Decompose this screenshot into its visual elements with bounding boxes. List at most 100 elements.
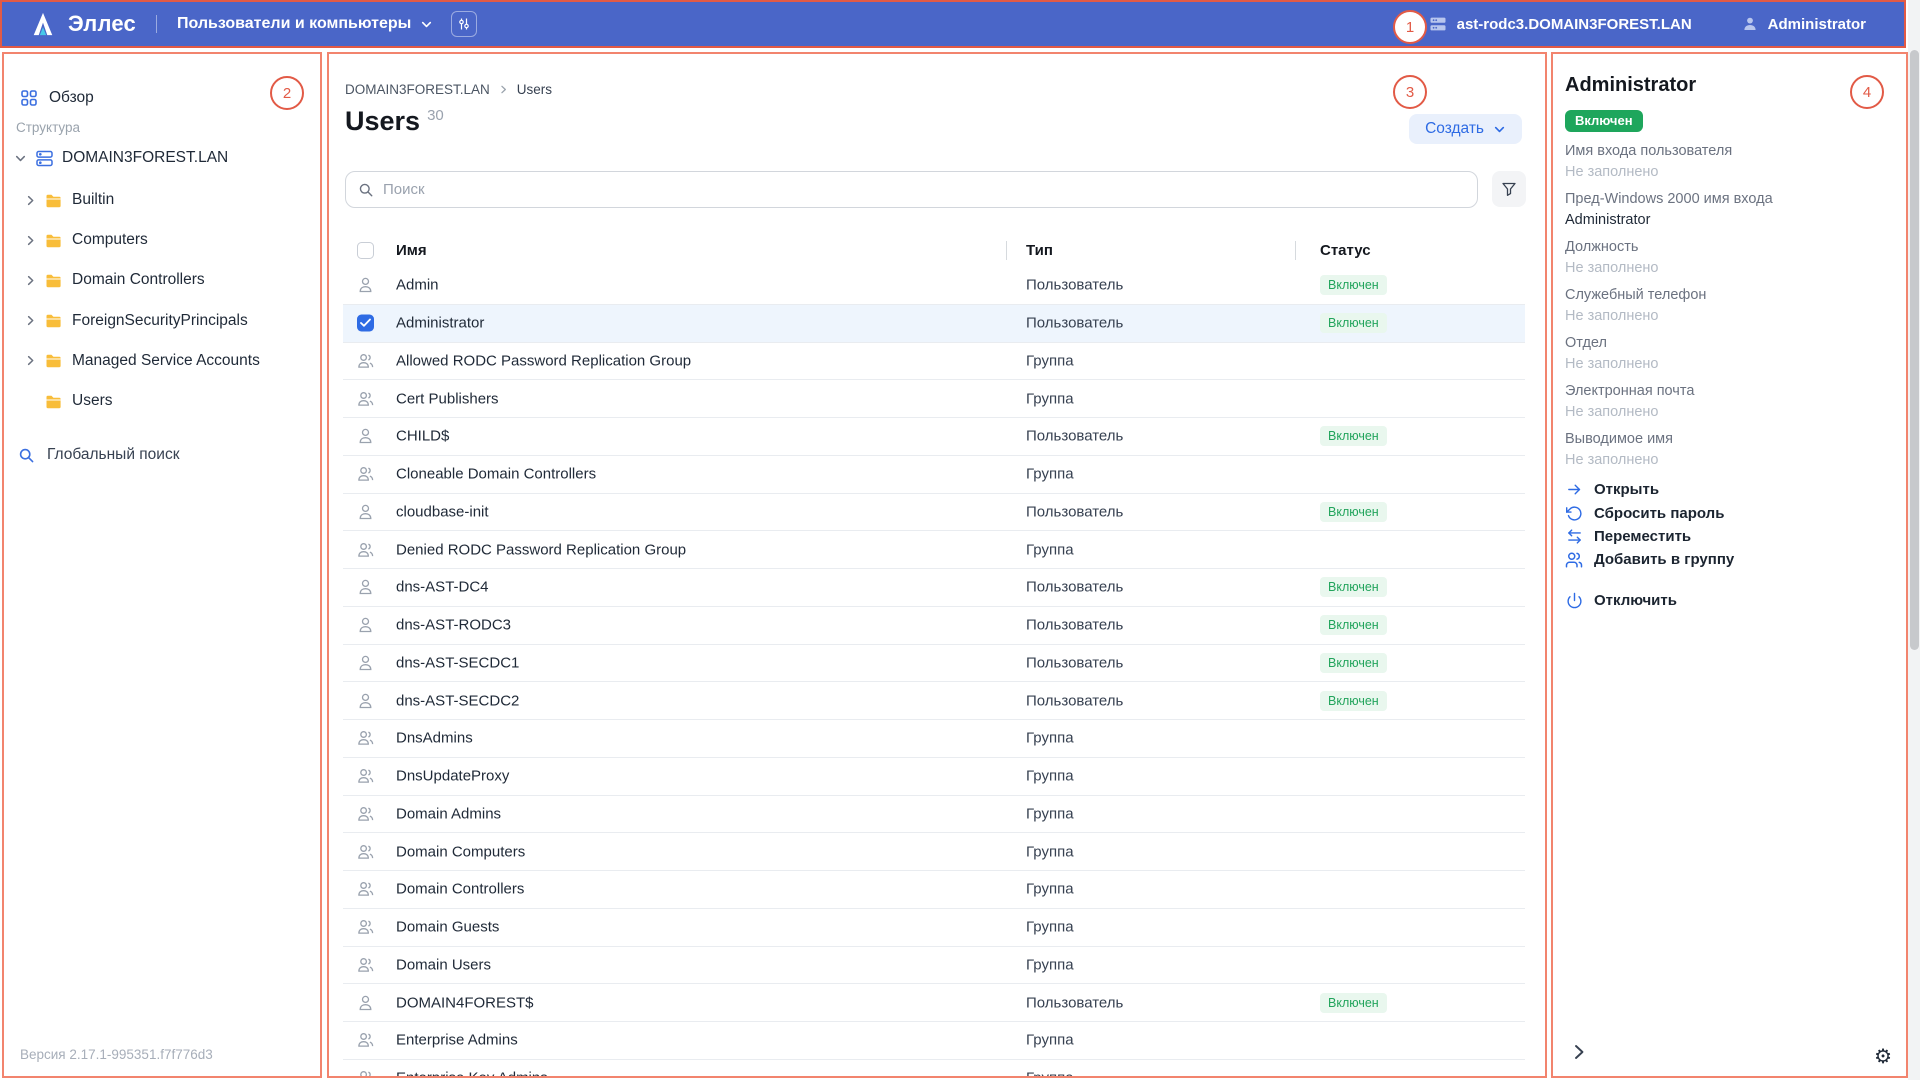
details-panel: Administrator Включен Имя входа пользова… xyxy=(1551,52,1908,1078)
panel-action[interactable]: Сбросить пароль xyxy=(1565,501,1894,524)
table-row[interactable]: Allowed RODC Password Replication Group … xyxy=(343,343,1525,381)
row-checkbox[interactable] xyxy=(357,314,374,332)
section-dropdown[interactable]: Пользователи и компьютеры xyxy=(177,15,433,33)
chevron-right-icon xyxy=(27,195,34,205)
main-content: DOMAIN3FOREST.LAN Users Users 30 Создать xyxy=(327,52,1547,1078)
panel-action[interactable]: Добавить в группу xyxy=(1565,548,1894,571)
detail-field: Электронная почта Не заполнено xyxy=(1565,382,1894,422)
server-selector[interactable]: ast-rodc3.DOMAIN3FOREST.LAN xyxy=(1429,15,1692,33)
chevron-right-icon xyxy=(27,316,34,326)
table-row[interactable]: Domain Users Группа xyxy=(343,947,1525,985)
table-row[interactable]: Domain Computers Группа xyxy=(343,833,1525,871)
group-icon xyxy=(358,957,374,972)
row-type: Группа xyxy=(1026,729,1074,747)
row-name: cloudbase-init xyxy=(396,503,489,521)
page-scrollbar[interactable] xyxy=(1908,0,1920,1080)
version-label: Версия 2.17.1-995351.f7f776d3 xyxy=(20,1047,213,1062)
tree-item-domain[interactable]: DOMAIN3FOREST.LAN xyxy=(14,142,228,174)
folder-icon xyxy=(46,274,61,288)
tree-item-label: Domain Controllers xyxy=(72,271,205,289)
grid-icon xyxy=(21,90,37,106)
detail-field: Отдел Не заполнено xyxy=(1565,334,1894,374)
row-type: Пользователь xyxy=(1026,314,1124,332)
row-name: DOMAIN4FOREST$ xyxy=(396,994,534,1012)
table-row[interactable]: Admin Пользователь Включен xyxy=(343,267,1525,305)
column-header-type: Тип xyxy=(1026,242,1053,259)
field-label: Отдел xyxy=(1565,335,1607,351)
panel-action[interactable]: Открыть xyxy=(1565,478,1894,501)
field-label: Выводимое имя xyxy=(1565,431,1673,447)
row-type: Пользователь xyxy=(1026,692,1124,710)
collapse-panel-button[interactable] xyxy=(1567,1040,1591,1064)
table-row[interactable]: Domain Controllers Группа xyxy=(343,871,1525,909)
field-label: Имя входа пользователя xyxy=(1565,143,1733,159)
table-row[interactable]: cloudbase-init Пользователь Включен xyxy=(343,494,1525,532)
tree-item-domain-controllers[interactable]: Domain Controllers xyxy=(4,260,320,300)
group-icon xyxy=(358,391,374,406)
disable-action[interactable]: Отключить xyxy=(1565,589,1894,612)
gear-icon[interactable]: ⚙ xyxy=(1874,1044,1892,1068)
user-menu[interactable]: Administrator xyxy=(1742,16,1866,33)
tree-domain-label: DOMAIN3FOREST.LAN xyxy=(62,149,229,166)
table-row[interactable]: dns-AST-DC4 Пользователь Включен xyxy=(343,569,1525,607)
table-row[interactable]: DOMAIN4FOREST$ Пользователь Включен xyxy=(343,984,1525,1022)
column-divider xyxy=(1006,241,1007,260)
table-row[interactable]: DnsUpdateProxy Группа xyxy=(343,758,1525,796)
scrollbar-thumb[interactable] xyxy=(1909,50,1919,650)
chevron-right-icon xyxy=(27,356,34,366)
breadcrumb-domain[interactable]: DOMAIN3FOREST.LAN xyxy=(345,82,490,97)
table-row[interactable]: Cloneable Domain Controllers Группа xyxy=(343,456,1525,494)
user-icon xyxy=(359,995,372,1010)
tree-item-builtin[interactable]: Builtin xyxy=(4,180,320,220)
create-button[interactable]: Создать xyxy=(1409,114,1522,144)
sidebar-item-overview[interactable]: Обзор xyxy=(14,82,100,114)
tree-item-label: Managed Service Accounts xyxy=(72,351,260,369)
row-name: Cert Publishers xyxy=(396,390,499,408)
row-status-badge: Включен xyxy=(1320,992,1387,1013)
tree-item-foreignsecurityprincipals[interactable]: ForeignSecurityPrincipals xyxy=(4,301,320,341)
table-row[interactable]: Denied RODC Password Replication Group Г… xyxy=(343,531,1525,569)
chevron-right-icon xyxy=(501,85,506,94)
table-row[interactable]: Enterprise Key Admins Группа xyxy=(343,1060,1525,1076)
filter-button[interactable] xyxy=(1492,171,1526,207)
table-row[interactable]: Domain Admins Группа xyxy=(343,796,1525,834)
table-row[interactable]: Domain Guests Группа xyxy=(343,909,1525,947)
annotation-marker-3: 3 xyxy=(1393,75,1427,109)
panel-action-label: Добавить в группу xyxy=(1594,551,1735,569)
table-row[interactable]: Administrator Пользователь Включен xyxy=(343,304,1525,343)
row-type: Группа xyxy=(1026,390,1074,408)
field-value: Не заполнено xyxy=(1565,356,1659,372)
table-row[interactable]: Cert Publishers Группа xyxy=(343,380,1525,418)
row-type: Пользователь xyxy=(1026,427,1124,445)
user-icon xyxy=(359,655,372,671)
tree-item-label: Users xyxy=(72,392,113,410)
sidebar-global-search[interactable]: Глобальный поиск xyxy=(14,439,184,471)
row-name: dns-AST-SECDC1 xyxy=(396,654,520,672)
server-icon xyxy=(1430,17,1446,31)
tree-item-managed-service-accounts[interactable]: Managed Service Accounts xyxy=(4,341,320,381)
table-row[interactable]: DnsAdmins Группа xyxy=(343,720,1525,758)
group-icon xyxy=(358,467,374,481)
panel-action[interactable]: Переместить xyxy=(1565,525,1894,548)
search-input[interactable] xyxy=(383,181,1465,198)
select-all-checkbox[interactable] xyxy=(357,242,374,259)
row-type: Группа xyxy=(1026,541,1074,559)
row-type: Пользователь xyxy=(1026,503,1124,521)
table-row[interactable]: dns-AST-RODC3 Пользователь Включен xyxy=(343,607,1525,645)
tree-item-users[interactable]: Users xyxy=(4,381,320,421)
view-settings-button[interactable] xyxy=(451,11,478,37)
table-row[interactable]: dns-AST-SECDC1 Пользователь Включен xyxy=(343,645,1525,683)
table-row[interactable]: CHILD$ Пользователь Включен xyxy=(343,418,1525,456)
group-icon xyxy=(358,920,374,934)
row-status-badge: Включен xyxy=(1320,652,1387,673)
row-status-badge: Включен xyxy=(1320,426,1387,447)
brand[interactable]: Эллес xyxy=(28,11,136,37)
table-row[interactable]: Enterprise Admins Группа xyxy=(343,1022,1525,1060)
detail-field: Выводимое имя Не заполнено xyxy=(1565,430,1894,470)
row-name: Denied RODC Password Replication Group xyxy=(396,541,687,559)
row-type: Группа xyxy=(1026,918,1074,936)
row-name: dns-AST-DC4 xyxy=(396,578,489,596)
tree-item-computers[interactable]: Computers xyxy=(4,220,320,260)
table-row[interactable]: dns-AST-SECDC2 Пользователь Включен xyxy=(343,682,1525,720)
field-value: Не заполнено xyxy=(1565,404,1659,420)
